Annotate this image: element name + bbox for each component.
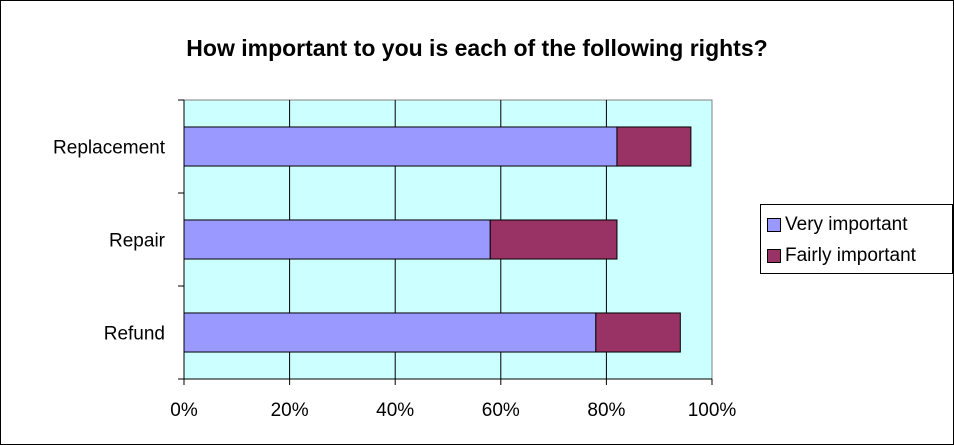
category-label: Repair [109,231,166,252]
x-tick-label: 40% [376,400,414,421]
x-tick-label: 80% [587,400,625,421]
x-tick-label: 20% [271,400,309,421]
bar-very-important [183,219,491,260]
legend-label-fairly-important: Fairly important [785,245,916,266]
chart-legend: Very important Fairly important [760,204,953,274]
legend-swatch-very-important [767,218,781,232]
legend-item-very-important: Very important [767,214,908,236]
x-tick-label: 60% [482,400,520,421]
chart-title: How important to you is each of the foll… [186,35,768,61]
legend-swatch-fairly-important [767,249,781,263]
category-label: Refund [104,324,165,345]
bar-very-important [183,126,618,167]
legend-label-very-important: Very important [785,214,908,235]
category-label: Replacement [53,138,166,159]
bar-fairly-important [595,312,681,353]
bar-fairly-important [616,126,692,167]
legend-item-fairly-important: Fairly important [767,245,916,267]
x-tick-label: 100% [688,400,737,421]
bar-fairly-important [489,219,618,260]
x-tick-label: 0% [170,400,198,421]
bar-very-important [183,312,597,353]
